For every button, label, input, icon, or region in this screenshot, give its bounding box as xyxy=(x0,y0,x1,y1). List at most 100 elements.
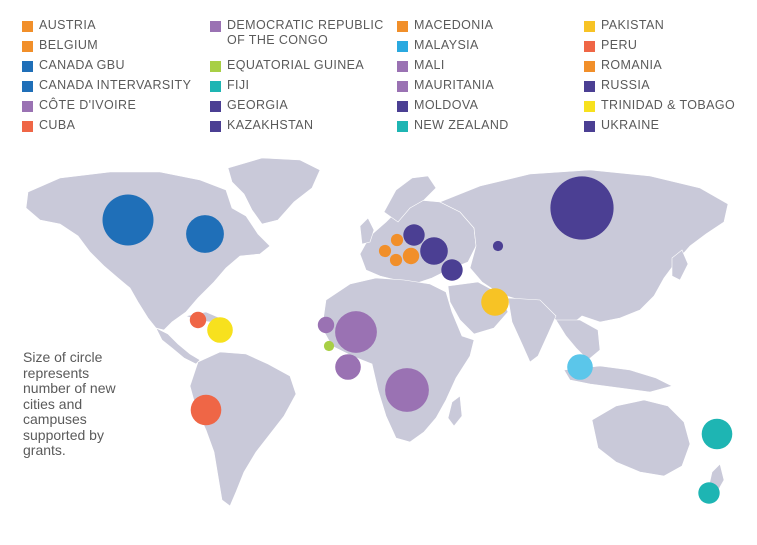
landmass-central-america xyxy=(155,327,201,365)
grant-bubbles xyxy=(102,176,733,504)
legend-swatch xyxy=(210,121,221,132)
landmass-south-america xyxy=(189,351,297,507)
bubble-russia xyxy=(550,176,614,240)
legend-label: RUSSIA xyxy=(601,78,650,92)
legend-item: CUBA xyxy=(22,118,191,138)
legend-label: NEW ZEALAND xyxy=(414,118,509,132)
legend-label: GEORGIA xyxy=(227,98,289,112)
bubble-fiji xyxy=(701,418,733,450)
legend-swatch xyxy=(397,81,408,92)
legend-swatch xyxy=(210,61,221,72)
size-note: Size of circle represents number of new … xyxy=(23,349,116,458)
bubble-kazakhstan xyxy=(492,240,504,252)
legend-swatch xyxy=(584,61,595,72)
landmass-scandinavia xyxy=(383,175,437,223)
legend-item: MACEDONIA xyxy=(397,18,509,38)
legend-item: EQUATORIAL GUINEA xyxy=(210,58,384,78)
legend-item: CANADA GBU xyxy=(22,58,191,78)
legend-item: GEORGIA xyxy=(210,98,384,118)
legend-label: CANADA INTERVARSITY xyxy=(39,78,192,92)
bubble-democratic-republic-of-the-congo xyxy=(385,368,429,412)
legend-swatch xyxy=(22,81,33,92)
bubble-malaysia xyxy=(567,354,593,380)
legend-label: MACEDONIA xyxy=(414,18,494,32)
legend-swatch xyxy=(397,101,408,112)
legend-swatch xyxy=(397,41,408,52)
legend-label: AUSTRIA xyxy=(39,18,96,32)
bubble-canada-intervarsity xyxy=(186,215,224,253)
legend-swatch xyxy=(584,121,595,132)
legend-column-4: PAKISTAN PERU ROMANIA RUSSIA TRINIDAD & TOBA… xyxy=(584,18,735,138)
legend-swatch xyxy=(22,21,33,32)
bubble-canada-gbu xyxy=(102,194,154,246)
legend-item: UKRAINE xyxy=(584,118,735,138)
bubble-c-te-d-ivoire xyxy=(335,354,361,380)
legend-swatch xyxy=(22,101,33,112)
legend-swatch xyxy=(210,81,221,92)
legend-label: CUBA xyxy=(39,118,76,132)
legend-item: RUSSIA xyxy=(584,78,735,98)
legend-label: BELGIUM xyxy=(39,38,99,52)
legend-label: PERU xyxy=(601,38,638,52)
legend-item: KAZAKHSTAN xyxy=(210,118,384,138)
legend-item: PERU xyxy=(584,38,735,58)
legend-swatch xyxy=(210,101,221,112)
legend-label: CÔTE D'IVOIRE xyxy=(39,98,137,112)
legend-label: MALI xyxy=(414,58,445,72)
legend-swatch xyxy=(397,121,408,132)
legend-swatch xyxy=(584,21,595,32)
landmass-greenland xyxy=(227,157,321,225)
legend-item: ROMANIA xyxy=(584,58,735,78)
legend-item: AUSTRIA xyxy=(22,18,191,38)
legend: AUSTRIA BELGIUM CANADA GBU CANADA INTERVARS… xyxy=(0,0,757,150)
legend-item: BELGIUM xyxy=(22,38,191,58)
bubble-new-zealand xyxy=(698,482,720,504)
legend-item: MALAYSIA xyxy=(397,38,509,58)
legend-swatch xyxy=(584,101,595,112)
legend-item: NEW ZEALAND xyxy=(397,118,509,138)
legend-swatch xyxy=(584,41,595,52)
bubble-macedonia xyxy=(389,253,403,267)
legend-column-2: DEMOCRATIC REPUBLIC OF THE CONGO EQUATORI… xyxy=(210,18,384,138)
legend-label: EQUATORIAL GUINEA xyxy=(227,58,365,72)
landmass-india xyxy=(507,297,557,363)
world-map xyxy=(25,157,733,507)
bubble-austria xyxy=(390,233,404,247)
bubble-mauritania xyxy=(317,316,335,334)
legend-swatch xyxy=(397,21,408,32)
landmass-australia xyxy=(591,399,691,477)
bubble-equatorial-guinea xyxy=(323,340,335,352)
legend-label: MALAYSIA xyxy=(414,38,479,52)
landmass-southeast-asia xyxy=(555,319,601,361)
legend-item: TRINIDAD & TOBAGO xyxy=(584,98,735,118)
bubble-cuba xyxy=(189,311,207,329)
legend-swatch xyxy=(584,81,595,92)
landmasses xyxy=(25,157,729,507)
legend-label: CANADA GBU xyxy=(39,58,125,72)
legend-item: DEMOCRATIC REPUBLIC OF THE CONGO xyxy=(210,18,384,58)
legend-item: CÔTE D'IVOIRE xyxy=(22,98,191,118)
legend-label: ROMANIA xyxy=(601,58,663,72)
legend-label: UKRAINE xyxy=(601,118,660,132)
legend-item: MALI xyxy=(397,58,509,78)
legend-item: MAURITANIA xyxy=(397,78,509,98)
legend-label: FIJI xyxy=(227,78,250,92)
legend-swatch xyxy=(210,21,221,32)
legend-item: PAKISTAN xyxy=(584,18,735,38)
bubble-ukraine xyxy=(403,224,425,246)
legend-column-3: MACEDONIA MALAYSIA MALI MAURITANIA MOLDOVA NE… xyxy=(397,18,509,138)
landmass-asia xyxy=(439,169,729,327)
legend-column-1: AUSTRIA BELGIUM CANADA GBU CANADA INTERVARS… xyxy=(22,18,191,138)
legend-label: TRINIDAD & TOBAGO xyxy=(601,98,736,112)
legend-swatch xyxy=(397,61,408,72)
bubble-mali xyxy=(335,311,377,353)
legend-item: FIJI xyxy=(210,78,384,98)
bubble-romania xyxy=(402,247,420,265)
legend-label: MOLDOVA xyxy=(414,98,479,112)
legend-label: KAZAKHSTAN xyxy=(227,118,314,132)
legend-swatch xyxy=(22,61,33,72)
bubble-belgium xyxy=(378,244,392,258)
bubble-moldova xyxy=(420,237,448,265)
landmass-madagascar xyxy=(447,395,463,427)
landmass-north-america xyxy=(25,171,271,331)
